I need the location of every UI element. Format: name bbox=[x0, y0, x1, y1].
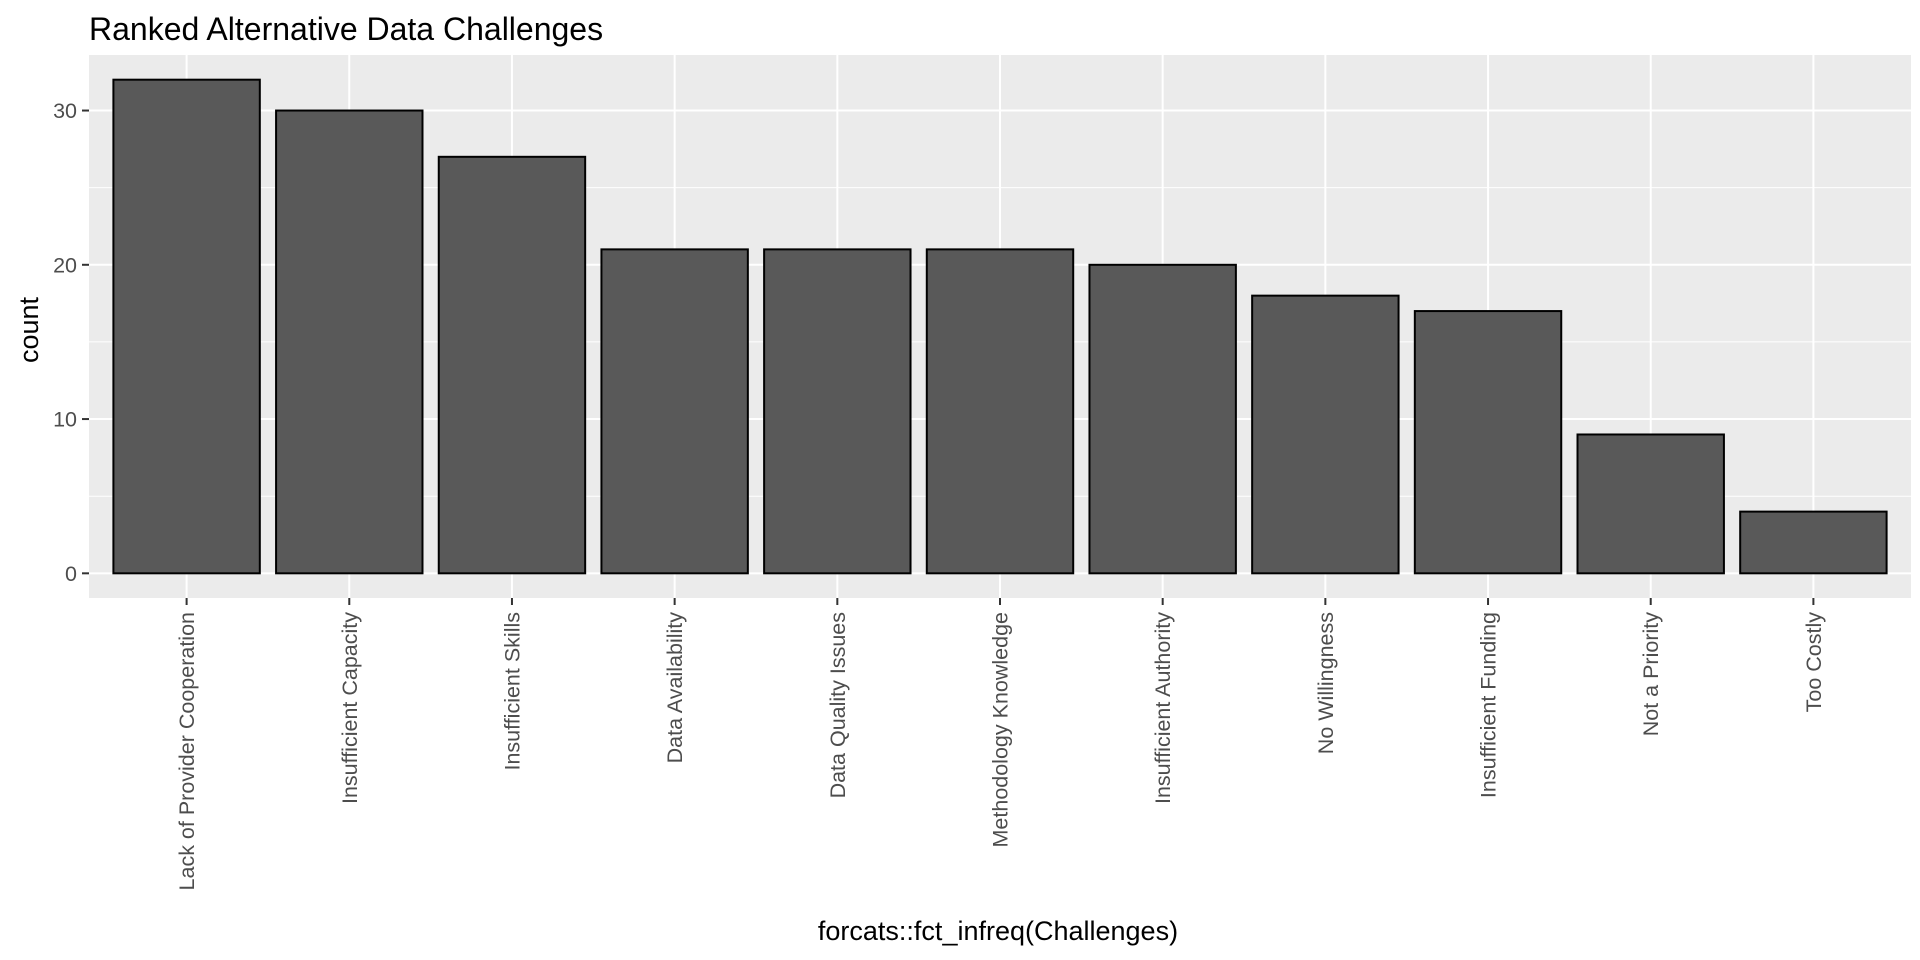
x-axis-title: forcats::fct_infreq(Challenges) bbox=[818, 916, 1178, 946]
bar bbox=[1576, 433, 1725, 575]
bar bbox=[925, 248, 1075, 575]
x-tick-label: Insufficient Capacity bbox=[338, 612, 362, 804]
x-tick-label: Insufficient Authority bbox=[1151, 612, 1175, 804]
bar bbox=[1251, 294, 1400, 575]
bar bbox=[1088, 263, 1237, 575]
bar bbox=[112, 78, 261, 575]
x-tick-label: Data Availability bbox=[663, 612, 687, 764]
y-axis: 0 10 20 30 bbox=[53, 99, 89, 586]
chart-title: Ranked Alternative Data Challenges bbox=[89, 11, 603, 47]
x-tick-label: Insufficient Skills bbox=[500, 612, 524, 771]
x-tick-label: No Willingness bbox=[1314, 612, 1338, 754]
y-axis-title: count bbox=[14, 296, 44, 363]
x-tick-label: Methodology Knowledge bbox=[989, 612, 1013, 847]
y-tick-label: 20 bbox=[53, 253, 77, 277]
y-tick-label: 0 bbox=[65, 562, 77, 586]
x-axis: Lack of Provider Cooperation Insufficient… bbox=[175, 598, 1826, 890]
bar bbox=[275, 109, 424, 575]
x-tick-label: Not a Priority bbox=[1639, 612, 1663, 737]
bar bbox=[1413, 310, 1563, 575]
bar bbox=[763, 248, 912, 575]
y-tick-label: 30 bbox=[53, 99, 77, 123]
x-tick-label: Too Costly bbox=[1802, 612, 1826, 713]
x-tick-label: Data Quality Issues bbox=[826, 612, 850, 798]
bar bbox=[600, 248, 749, 575]
bar bbox=[1739, 510, 1888, 575]
y-tick-label: 10 bbox=[53, 408, 77, 432]
bars bbox=[112, 78, 1888, 575]
x-tick-label: Insufficient Funding bbox=[1477, 612, 1501, 798]
x-tick-label: Lack of Provider Cooperation bbox=[175, 612, 199, 890]
bar bbox=[437, 155, 587, 575]
